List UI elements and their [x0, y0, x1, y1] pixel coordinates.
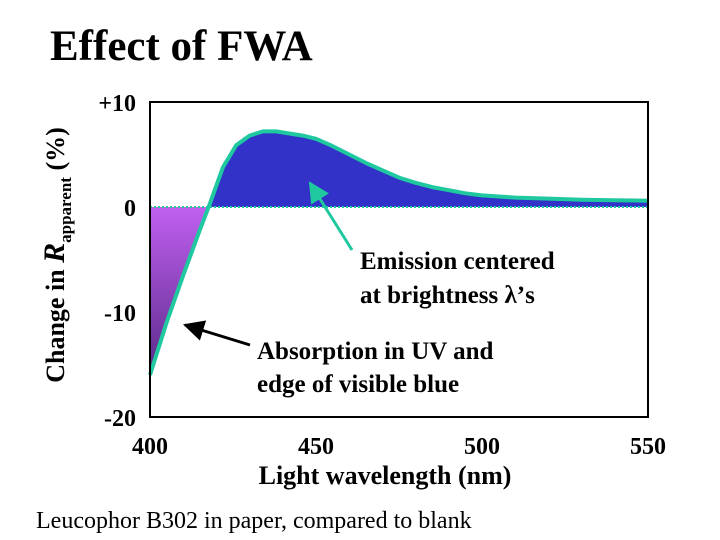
y-axis-label-suffix: (%)	[41, 127, 70, 177]
y-tick-label: +10	[98, 91, 136, 117]
annotation-emission-line-1: Emission centered	[360, 248, 555, 275]
annotation-absorption-line-2: edge of visible blue	[257, 371, 459, 398]
y-axis-label-subscript: apparent	[56, 177, 75, 243]
slide-title: Effect of FWA	[50, 23, 313, 70]
absorption-arrow	[182, 320, 251, 347]
y-axis-label: Change in Rapparent (%)	[38, 127, 75, 383]
fwa-chart: +10 0 -10 -20 400 450 500 550 Light wavelength…	[38, 91, 666, 490]
annotation-absorption-line-1: Absorption in UV and	[257, 338, 494, 365]
y-tick-label: 0	[124, 196, 136, 222]
annotation-emission: Emission centered at brightness λ’s	[308, 181, 555, 309]
annotation-emission-line-2: at brightness λ’s	[360, 282, 535, 309]
emission-arrow	[308, 181, 354, 251]
y-tick-label: -20	[104, 406, 136, 432]
x-tick-label: 550	[630, 434, 666, 460]
slide-caption: Leucophor B302 in paper, compared to bla…	[36, 508, 472, 534]
y-tick-labels: +10 0 -10 -20	[98, 91, 136, 432]
y-tick-label: -10	[104, 301, 136, 327]
absorption-area	[150, 207, 209, 375]
series-line	[148, 129, 649, 376]
x-tick-label: 450	[298, 434, 334, 460]
y-axis-label-prefix: Change in	[41, 263, 70, 383]
x-tick-label: 500	[464, 434, 500, 460]
x-axis-label: Light wavelength (nm)	[259, 461, 512, 490]
x-tick-labels: 400 450 500 550	[132, 434, 666, 460]
emission-area	[208, 131, 648, 207]
y-axis-label-symbol: R	[38, 243, 71, 264]
x-tick-label: 400	[132, 434, 168, 460]
plot-frame	[149, 101, 649, 418]
annotation-absorption: Absorption in UV and edge of visible blu…	[182, 320, 494, 398]
